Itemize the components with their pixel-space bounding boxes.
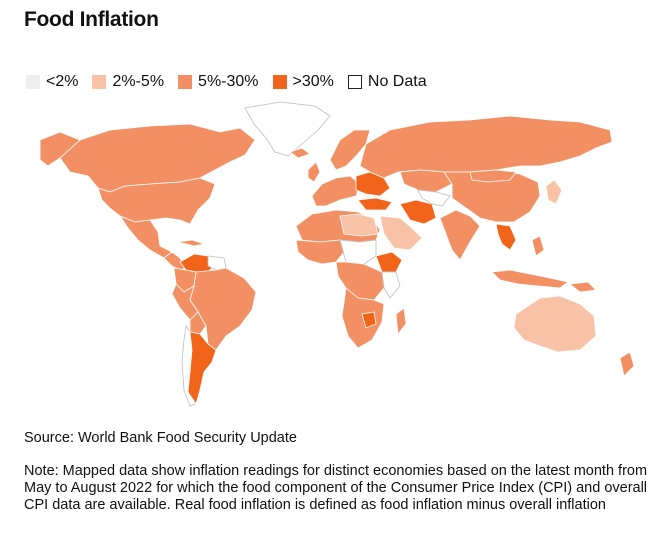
region-bolivia	[189, 311, 207, 335]
legend-label-2-5: 2%-5%	[112, 73, 165, 90]
legend-label-5-30: 5%-30%	[198, 73, 259, 90]
legend-item-2-5: 2%-5%	[92, 73, 164, 91]
region-western-europe	[311, 175, 361, 207]
legend-item-gt30: >30%	[272, 73, 334, 91]
region-mongolia	[469, 169, 517, 183]
legend: <2% 2%-5% 5%-30% >30% No Data	[26, 73, 441, 91]
region-usa	[97, 177, 216, 225]
region-philippines	[531, 235, 545, 257]
region-cuba	[177, 239, 206, 247]
region-russia	[359, 115, 613, 179]
map-source: Source: World Bank Food Security Update	[24, 430, 297, 446]
legend-label-gt30: >30%	[292, 73, 334, 90]
region-papua	[568, 281, 597, 293]
region-saudi	[379, 215, 423, 251]
region-sea-islands	[491, 269, 569, 289]
world-map	[40, 101, 635, 407]
region-argentina	[187, 331, 217, 405]
region-mexico	[118, 215, 173, 259]
map-title: Food Inflation	[24, 8, 159, 31]
region-madagascar	[395, 307, 407, 336]
region-west-africa	[295, 239, 345, 265]
region-india	[439, 209, 481, 261]
legend-label-lt2: <2%	[46, 73, 79, 90]
region-greenland	[244, 101, 331, 157]
region-iran	[399, 199, 437, 225]
legend-swatch-lt2	[26, 75, 40, 89]
region-iceland	[289, 147, 311, 159]
region-sahel	[339, 239, 377, 265]
legend-item-nodata: No Data	[347, 73, 427, 91]
region-central-asia	[417, 189, 451, 207]
legend-item-5-30: 5%-30%	[178, 73, 259, 91]
legend-swatch-2-5	[92, 75, 107, 89]
region-new-zealand	[619, 351, 635, 377]
map-note: Note: Mapped data show inflation reading…	[24, 463, 648, 513]
region-east-africa	[381, 271, 401, 299]
region-ethiopia	[375, 251, 403, 273]
legend-item-lt2: <2%	[26, 73, 78, 91]
legend-label-nodata: No Data	[367, 73, 427, 90]
region-australia	[513, 295, 597, 353]
region-uk	[307, 161, 321, 183]
legend-swatch-gt30	[272, 75, 287, 89]
legend-swatch-nodata	[347, 75, 362, 89]
region-alaska	[40, 131, 81, 167]
region-canada	[59, 123, 256, 193]
region-zimbabwe	[361, 311, 377, 329]
region-korea-japan	[545, 179, 563, 205]
region-central-africa	[335, 261, 385, 301]
region-indochina	[495, 223, 517, 251]
region-kazakhstan	[399, 169, 453, 193]
legend-swatch-5-30	[178, 75, 193, 89]
region-turkey	[357, 197, 393, 211]
region-libya-egypt	[339, 213, 379, 237]
